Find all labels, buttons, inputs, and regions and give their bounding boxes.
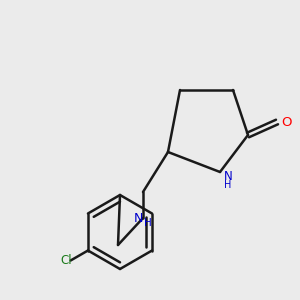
Text: N: N	[224, 170, 232, 184]
Text: H: H	[224, 180, 232, 190]
Text: O: O	[281, 116, 291, 128]
Text: H: H	[144, 218, 152, 228]
Text: Cl: Cl	[61, 254, 72, 267]
Text: N: N	[133, 212, 143, 224]
